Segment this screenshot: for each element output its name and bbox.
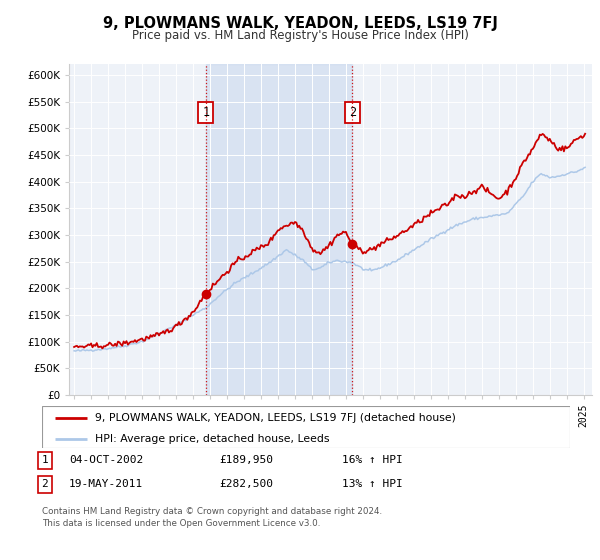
Text: 9, PLOWMANS WALK, YEADON, LEEDS, LS19 7FJ: 9, PLOWMANS WALK, YEADON, LEEDS, LS19 7F…: [103, 16, 497, 31]
Text: 1: 1: [41, 455, 49, 465]
Text: 9, PLOWMANS WALK, YEADON, LEEDS, LS19 7FJ (detached house): 9, PLOWMANS WALK, YEADON, LEEDS, LS19 7F…: [95, 413, 455, 423]
Text: 1: 1: [202, 106, 209, 119]
Text: £282,500: £282,500: [219, 479, 273, 489]
Text: 13% ↑ HPI: 13% ↑ HPI: [342, 479, 403, 489]
Text: 2: 2: [349, 106, 356, 119]
Bar: [206, 64, 352, 395]
Text: 2: 2: [41, 479, 49, 489]
Text: 04-OCT-2002: 04-OCT-2002: [69, 455, 143, 465]
Text: 19-MAY-2011: 19-MAY-2011: [69, 479, 143, 489]
Text: HPI: Average price, detached house, Leeds: HPI: Average price, detached house, Leed…: [95, 434, 329, 444]
Text: £189,950: £189,950: [219, 455, 273, 465]
Text: Contains HM Land Registry data © Crown copyright and database right 2024.
This d: Contains HM Land Registry data © Crown c…: [42, 507, 382, 528]
Text: Price paid vs. HM Land Registry's House Price Index (HPI): Price paid vs. HM Land Registry's House …: [131, 29, 469, 42]
Text: 16% ↑ HPI: 16% ↑ HPI: [342, 455, 403, 465]
